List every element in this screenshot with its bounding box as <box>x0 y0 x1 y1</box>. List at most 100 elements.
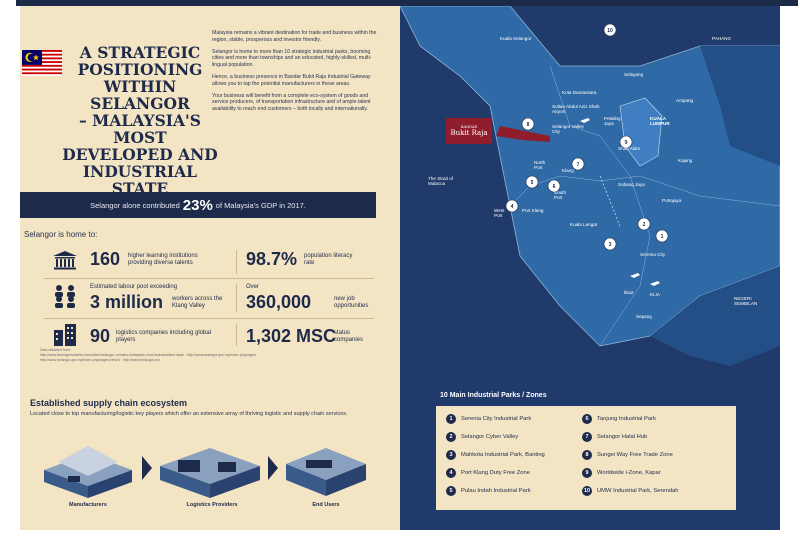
pin-label: 4 <box>511 204 514 210</box>
divider <box>236 250 237 274</box>
stat-msc: 1,302 MSC <box>246 326 336 347</box>
map-pin <box>619 135 633 149</box>
malaysia-flag-icon <box>22 50 62 76</box>
map-pins <box>505 23 669 251</box>
legend-item: 2 Selangor Cyber Valley <box>446 432 518 442</box>
pin-label: 9 <box>625 140 628 146</box>
factory-icon <box>44 446 132 498</box>
legend-item: 3 Mahkota Industrial Park, Banting <box>446 450 545 460</box>
map-pin <box>603 237 617 251</box>
stat-text: status companies <box>334 330 364 343</box>
legend-item: 10 UMW Industrial Park, Serendah <box>582 486 679 496</box>
warehouse-truck-icon <box>160 448 260 498</box>
legend-number: 3 <box>446 450 456 460</box>
intro-paragraph: Malaysia remains a vibrant destination f… <box>212 30 377 43</box>
map-label-sepang: Sepang <box>636 314 652 319</box>
pin-label: 10 <box>607 28 613 34</box>
supply-title: Established supply chain ecosystem <box>30 398 188 408</box>
legend-number: 5 <box>446 486 456 496</box>
map-label-serenia-city: Serenia City <box>640 252 666 257</box>
stat-number: 360,000 <box>246 292 312 312</box>
logo-top-text: BANDAR <box>460 125 478 129</box>
stat-jobs: 360,000 <box>246 292 311 313</box>
airport-icon <box>630 273 640 278</box>
pin-label: 3 <box>609 242 612 248</box>
land-pahang <box>700 46 780 166</box>
map-label-kuala-langat: Kuala Langat <box>570 222 598 227</box>
gdp-prefix: Selangor alone contributed <box>90 200 180 210</box>
map-pin <box>571 157 585 171</box>
legend-item: 8 Sungei Way Free Trade Zone <box>582 450 673 460</box>
map-label-negeri-sembilan: NEGERI SEMBILAN <box>734 296 758 306</box>
legend-number: 10 <box>582 486 592 496</box>
district-boundary <box>549 65 631 177</box>
stat-number: 1,302 MSC <box>246 326 337 346</box>
gdp-value: 23% <box>182 196 213 214</box>
map-label-kuala-lumpur: KUALA LUMPUR <box>650 116 670 126</box>
page-title: A STRATEGIC POSITIONING WITHIN SELANGOR … <box>62 43 218 198</box>
legend-title: 10 Main Industrial Parks / Zones <box>440 392 547 399</box>
legend-item: 4 Port Klang Duty Free Zone <box>446 468 530 478</box>
home-label: Selangor is home to: <box>24 230 98 239</box>
airport-icon <box>580 118 590 123</box>
map-pin <box>505 199 519 213</box>
pin-label: 6 <box>553 184 556 190</box>
map-label-kota-damansara: Kota Damansara <box>562 90 597 95</box>
map-label-kuala-selangor: Kuala Selangor <box>500 36 532 41</box>
source-line: http://www.theedgemarkets.com/article/se… <box>40 353 257 357</box>
map-label-shah-alam: Shah Alam <box>618 146 641 151</box>
divider <box>44 278 374 279</box>
bukit-raja-road <box>496 126 550 142</box>
legend-label: Tanjung Industrial Park <box>597 416 656 422</box>
legend-label: Worldwide i-Zone, Kapar <box>597 470 661 476</box>
divider <box>44 318 374 319</box>
map-label-selangor-valley: Selangor Valley City <box>552 124 584 134</box>
map-label-selayang: Selayang <box>624 72 644 77</box>
map-label-klia2: klia2 <box>624 290 634 295</box>
stat-number: 160 <box>90 249 121 269</box>
logo-text: Bukit Raja <box>450 129 488 137</box>
supply-label-logistics: Logistics Providers <box>186 502 238 508</box>
map-pin <box>525 175 539 189</box>
stat-logistics: 90 <box>90 326 110 347</box>
sources: Data obtained from: http://www.theedgema… <box>40 348 370 363</box>
stat-pretext: Estimated labour pool exceeding <box>90 284 178 290</box>
legend-item: 5 Pulau Indah Industrial Park <box>446 486 531 496</box>
stat-text: logistics companies including global pla… <box>116 330 212 343</box>
map-pin <box>603 23 617 37</box>
stat-text: new job opportunities <box>334 296 369 309</box>
legend-number: 7 <box>582 432 592 442</box>
workers-icon <box>55 285 75 308</box>
left-panel <box>20 6 400 530</box>
legend-label: Mahkota Industrial Park, Banting <box>461 452 545 458</box>
road-line <box>599 175 621 227</box>
map-label-port-klang: Port Klang <box>522 208 544 213</box>
map-label-airport: Sultan Abdul Aziz Shah Airport <box>552 104 600 114</box>
legend-box: 1 Serenia City Industrial Park 2 Selangor … <box>436 406 736 510</box>
pin-label: 2 <box>643 222 646 228</box>
gdp-banner: Selangor alone contributed 23% of Malays… <box>20 192 376 218</box>
top-border <box>16 0 798 6</box>
chevron-right-icon <box>142 456 152 480</box>
map-label-petaling-jaya: Petaling Jaya <box>604 116 621 126</box>
chevron-right-icon <box>268 456 278 480</box>
map-label-klia: KLIA <box>650 292 660 297</box>
divider <box>236 284 237 312</box>
legend-number: 2 <box>446 432 456 442</box>
source-line: http://www.selangor.gov.my/index.php/pag… <box>40 358 160 362</box>
legend-number: 9 <box>582 468 592 478</box>
map-label-kajang: Kajang <box>678 158 693 163</box>
intro-paragraph: Selangor is home to more than 10 strateg… <box>212 48 372 69</box>
legend-label: UMW Industrial Park, Serendah <box>597 488 679 494</box>
legend-label: Port Klang Duty Free Zone <box>461 470 530 476</box>
map-label-west-port: West Port <box>494 208 505 218</box>
pin-label: 1 <box>661 234 664 240</box>
pin-label: 8 <box>527 122 530 128</box>
university-icon <box>53 251 77 270</box>
map-label-pahang: PAHANG <box>712 36 732 41</box>
legend-item: 9 Worldwide i-Zone, Kapar <box>582 468 661 478</box>
store-icon <box>286 448 366 496</box>
airport-icon <box>650 281 660 286</box>
land-selangor <box>400 6 780 347</box>
legend-item: 1 Serenia City Industrial Park <box>446 414 531 424</box>
